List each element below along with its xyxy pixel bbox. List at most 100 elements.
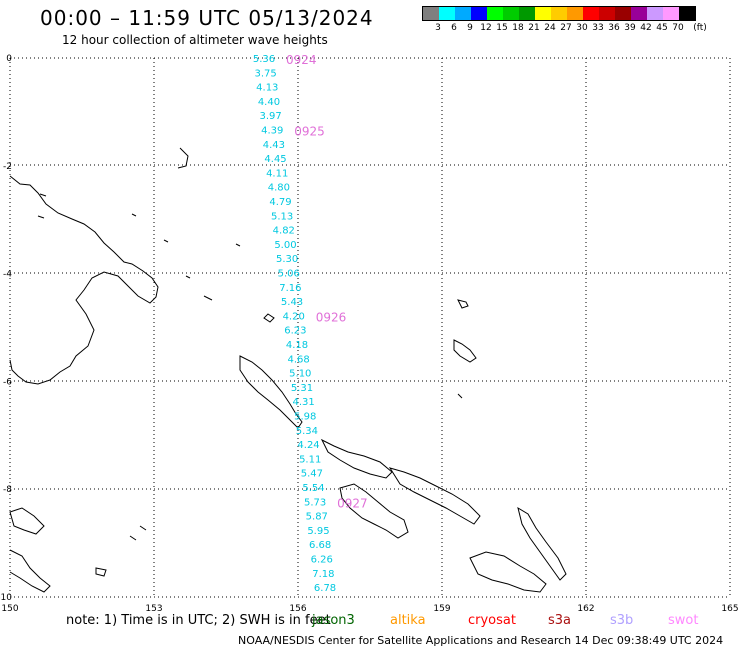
malaita-coast — [517, 506, 567, 581]
legend-tick-label: 45 — [656, 23, 668, 33]
y-tick-label: -6 — [3, 377, 12, 387]
legend-tick-label: 6 — [451, 23, 457, 33]
wave-height-label: 4.11 — [266, 168, 288, 179]
legend-swatch — [519, 7, 535, 20]
wave-height-label: 4.40 — [258, 97, 280, 108]
x-axis-labels: 150 153 156 159 162 165 — [1, 604, 738, 614]
wave-height-label: 4.18 — [286, 340, 308, 351]
legend-swatch — [679, 7, 695, 20]
new-britain-coast — [9, 175, 159, 385]
legend-swatch — [647, 7, 663, 20]
legend-tick-label: 33 — [592, 23, 604, 33]
wave-height-label: 7.18 — [312, 569, 334, 580]
wave-height-label: 4.31 — [292, 397, 314, 408]
satellite-label-altika: altika — [390, 613, 426, 628]
wave-height-label: 6.23 — [284, 326, 306, 337]
legend-tick-label: 3 — [435, 23, 441, 33]
legend-swatch — [583, 7, 599, 20]
legend-swatch — [631, 7, 647, 20]
legend-swatch — [535, 7, 551, 20]
wave-height-track: 5.36 3.75 4.13 4.40 3.97 4.39 4.43 4.45 4.11 4.80… — [253, 54, 336, 594]
legend-tick-label: 42 — [640, 23, 652, 33]
track-time-label: 0924 — [286, 53, 317, 67]
wave-height-label: 5.10 — [289, 369, 311, 380]
footnote: note: 1) Time is in UTC; 2) SWH is in fe… — [66, 613, 331, 628]
x-tick-label: 159 — [433, 604, 450, 614]
wave-height-label: 3.75 — [255, 68, 277, 79]
wave-height-label: 5.30 — [276, 254, 298, 265]
color-legend: 3 6 9 12 15 18 21 24 27 30 33 36 39 42 45 70 (ft) — [422, 6, 707, 33]
legend-tick-label: 36 — [608, 23, 620, 33]
wave-height-label: 4.20 — [283, 311, 305, 322]
y-tick-label: -10 — [0, 593, 12, 603]
legend-tick-label: 21 — [528, 23, 540, 33]
legend-swatch — [615, 7, 631, 20]
wave-height-label: 4.79 — [269, 197, 291, 208]
santa-isabel-coast — [388, 467, 481, 525]
legend-unit: (ft) — [693, 23, 707, 33]
wave-height-label: 5.73 — [304, 497, 326, 508]
legend-ticks: 3 6 9 12 15 18 21 24 27 30 33 36 39 42 45 70 (ft) — [422, 21, 707, 33]
legend-tick-label: 24 — [544, 23, 556, 33]
legend-swatch — [487, 7, 503, 20]
wave-height-label: 5.11 — [299, 454, 321, 465]
wave-height-label: 5.34 — [296, 426, 318, 437]
legend-tick-label: 15 — [496, 23, 508, 33]
new-ireland-coast — [177, 147, 275, 323]
y-tick-label: 0 — [6, 54, 12, 64]
wave-height-label: 5.36 — [253, 54, 275, 65]
grid-lines — [9, 57, 731, 598]
x-tick-label: 156 — [289, 604, 306, 614]
wave-height-label: 5.98 — [294, 412, 316, 423]
legend-swatch — [567, 7, 583, 20]
wave-height-label: 5.43 — [281, 297, 303, 308]
legend-tick-label: 18 — [512, 23, 524, 33]
satellite-label-jason3: jason3 — [312, 613, 355, 628]
wave-height-label: 7.16 — [279, 283, 301, 294]
satellite-label-s3a: s3a — [548, 613, 572, 628]
wave-height-label: 3.97 — [259, 111, 281, 122]
y-tick-label: -4 — [3, 270, 12, 280]
wave-height-label: 4.24 — [297, 440, 319, 451]
legend-tick-label: 9 — [467, 23, 473, 33]
wave-height-label: 5.00 — [274, 240, 296, 251]
wave-height-label: 4.39 — [261, 126, 283, 137]
wave-height-label: 4.45 — [264, 154, 286, 165]
legend-swatch — [439, 7, 455, 20]
x-tick-label: 153 — [145, 604, 162, 614]
satellite-label-cryosat: cryosat — [468, 613, 516, 628]
wave-height-label: 6.78 — [314, 583, 336, 594]
x-tick-label: 165 — [721, 604, 738, 614]
islets-north — [37, 193, 241, 279]
islands-southwest — [9, 507, 147, 593]
wave-height-label: 4.80 — [268, 183, 290, 194]
satellite-label-s3b: s3b — [610, 613, 634, 628]
islands-east — [453, 299, 477, 399]
new-georgia-coast — [339, 483, 409, 539]
y-tick-label: -2 — [3, 162, 12, 172]
track-time-labels: 0924 0925 0926 0927 — [286, 53, 368, 510]
legend-swatch — [551, 7, 567, 20]
y-tick-label: -8 — [3, 485, 12, 495]
credit-line: NOAA/NESDIS Center for Satellite Applica… — [238, 634, 724, 647]
legend-swatch — [599, 7, 615, 20]
track-time-label: 0927 — [337, 496, 368, 510]
legend-swatch — [471, 7, 487, 20]
map-title: 00:00 – 11:59 UTC 05/13/2024 — [40, 6, 374, 30]
wave-height-label: 5.87 — [306, 512, 328, 523]
legend-tick-label: 30 — [576, 23, 588, 33]
legend-tick-label: 70 — [672, 23, 684, 33]
legend-tick-label: 12 — [480, 23, 492, 33]
wave-height-label: 4.82 — [273, 226, 295, 237]
wave-height-label: 5.31 — [291, 383, 313, 394]
wave-height-label: 6.68 — [309, 540, 331, 551]
wave-height-label: 4.13 — [256, 83, 278, 94]
wave-height-label: 5.06 — [278, 269, 300, 280]
coastlines — [9, 147, 567, 593]
track-time-label: 0925 — [294, 125, 325, 139]
legend-tick-label: 27 — [560, 23, 572, 33]
map-subtitle: 12 hour collection of altimeter wave hei… — [62, 33, 328, 47]
choiseul-coast — [320, 438, 393, 479]
satellite-label-swot: swot — [668, 613, 699, 628]
